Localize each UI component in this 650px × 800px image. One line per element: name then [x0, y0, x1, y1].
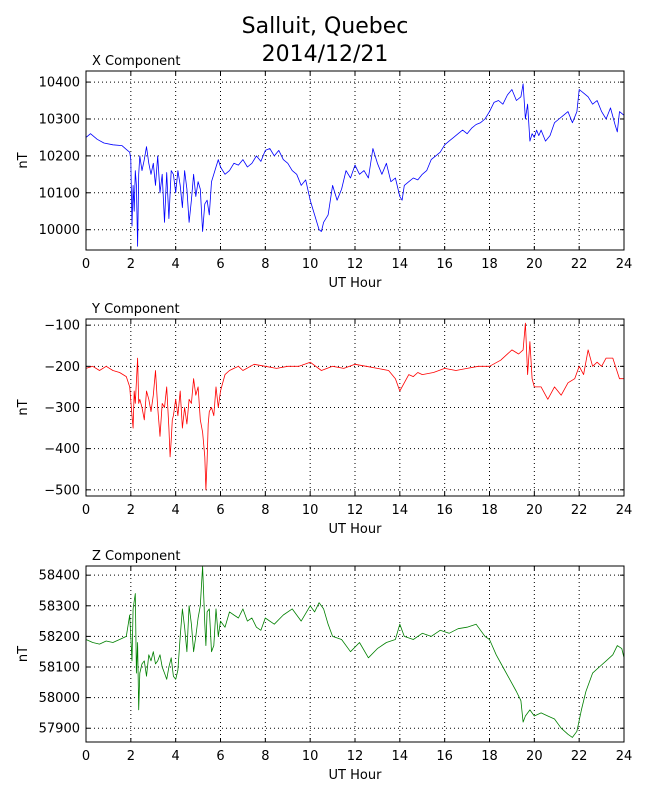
y-tick-label: 10300	[39, 112, 80, 127]
x-tick-label: 22	[571, 503, 588, 518]
x-axis-label: UT Hour	[329, 276, 383, 291]
x-tick-label: 6	[216, 749, 224, 764]
panel-z-component: 0 2 4 6 8 10 12 14 16 18 20 22 245790058000581005820…	[16, 549, 632, 783]
x-tick-label: 12	[347, 503, 364, 518]
x-tick-label: 2	[127, 503, 135, 518]
x-tick-label: 20	[526, 749, 543, 764]
panel-title: X Component	[92, 54, 181, 69]
x-tick-label: 18	[481, 503, 498, 518]
x-tick-label: 16	[436, 749, 453, 764]
x-tick-label: 18	[481, 749, 498, 764]
x-tick-label: 6	[216, 257, 224, 272]
x-tick-label: 24	[616, 503, 633, 518]
x-axis-label: UT Hour	[329, 522, 383, 537]
x-tick-label: 0	[82, 749, 90, 764]
x-tick-label: 12	[347, 749, 364, 764]
y-tick-label: −100	[44, 319, 80, 334]
x-tick-label: 18	[481, 257, 498, 272]
x-tick-label: 22	[571, 749, 588, 764]
y-tick-label: 10100	[39, 186, 80, 201]
x-tick-label: 4	[172, 257, 180, 272]
x-tick-label: 16	[436, 503, 453, 518]
panel-title: Z Component	[92, 549, 181, 564]
x-tick-label: 14	[392, 749, 409, 764]
x-tick-label: 24	[616, 257, 633, 272]
x-tick-label: 24	[616, 749, 633, 764]
x-tick-label: 10	[302, 503, 319, 518]
x-tick-label: 14	[392, 503, 409, 518]
x-tick-label: 0	[82, 257, 90, 272]
x-tick-label: 16	[436, 257, 453, 272]
x-tick-label: 14	[392, 257, 409, 272]
series-line-x	[85, 83, 625, 247]
y-tick-label: 58100	[39, 661, 80, 676]
y-tick-label: −500	[44, 483, 80, 498]
y-tick-label: 58200	[39, 630, 80, 645]
x-tick-label: 8	[261, 257, 269, 272]
series-line-z	[85, 565, 625, 738]
y-tick-label: −300	[44, 401, 80, 416]
y-tick-label: 10400	[39, 76, 80, 91]
y-tick-label: 10000	[39, 223, 80, 238]
x-tick-label: 10	[302, 749, 319, 764]
panel-y-component: 0 2 4 6 8 10 12 14 16 18 20 22 24−100−200−300−400−50…	[16, 302, 632, 537]
x-tick-label: 10	[302, 257, 319, 272]
y-axis-label: nT	[16, 152, 31, 168]
x-tick-label: 12	[347, 257, 364, 272]
x-tick-label: 4	[172, 503, 180, 518]
panels: 0 2 4 6 8 10 12 14 16 18 20 22 241000010100102001030…	[16, 54, 632, 783]
x-tick-label: 4	[172, 749, 180, 764]
y-tick-label: 10200	[39, 149, 80, 164]
series-line-y	[85, 322, 624, 491]
x-tick-label: 20	[526, 503, 543, 518]
y-tick-label: 58400	[39, 569, 80, 584]
y-tick-label: 58300	[39, 599, 80, 614]
y-axis-label: nT	[16, 646, 31, 662]
x-tick-label: 2	[127, 749, 135, 764]
panel-title: Y Component	[91, 302, 180, 317]
x-tick-label: 6	[216, 503, 224, 518]
figure-title-line1: Salluit, Quebec	[242, 14, 409, 39]
y-axis-label: nT	[16, 399, 31, 415]
x-tick-label: 22	[571, 257, 588, 272]
y-tick-label: −200	[44, 360, 80, 375]
x-tick-label: 8	[261, 503, 269, 518]
panel-x-component: 0 2 4 6 8 10 12 14 16 18 20 22 241000010100102001030…	[16, 54, 632, 291]
y-tick-label: 58000	[39, 691, 80, 706]
x-tick-label: 20	[526, 257, 543, 272]
x-tick-label: 2	[127, 257, 135, 272]
y-tick-label: −400	[44, 442, 80, 457]
y-tick-label: 57900	[39, 722, 80, 737]
x-tick-label: 8	[261, 749, 269, 764]
figure-title-line2: 2014/12/21	[262, 42, 389, 67]
x-axis-label: UT Hour	[329, 768, 383, 783]
x-tick-label: 0	[82, 503, 90, 518]
